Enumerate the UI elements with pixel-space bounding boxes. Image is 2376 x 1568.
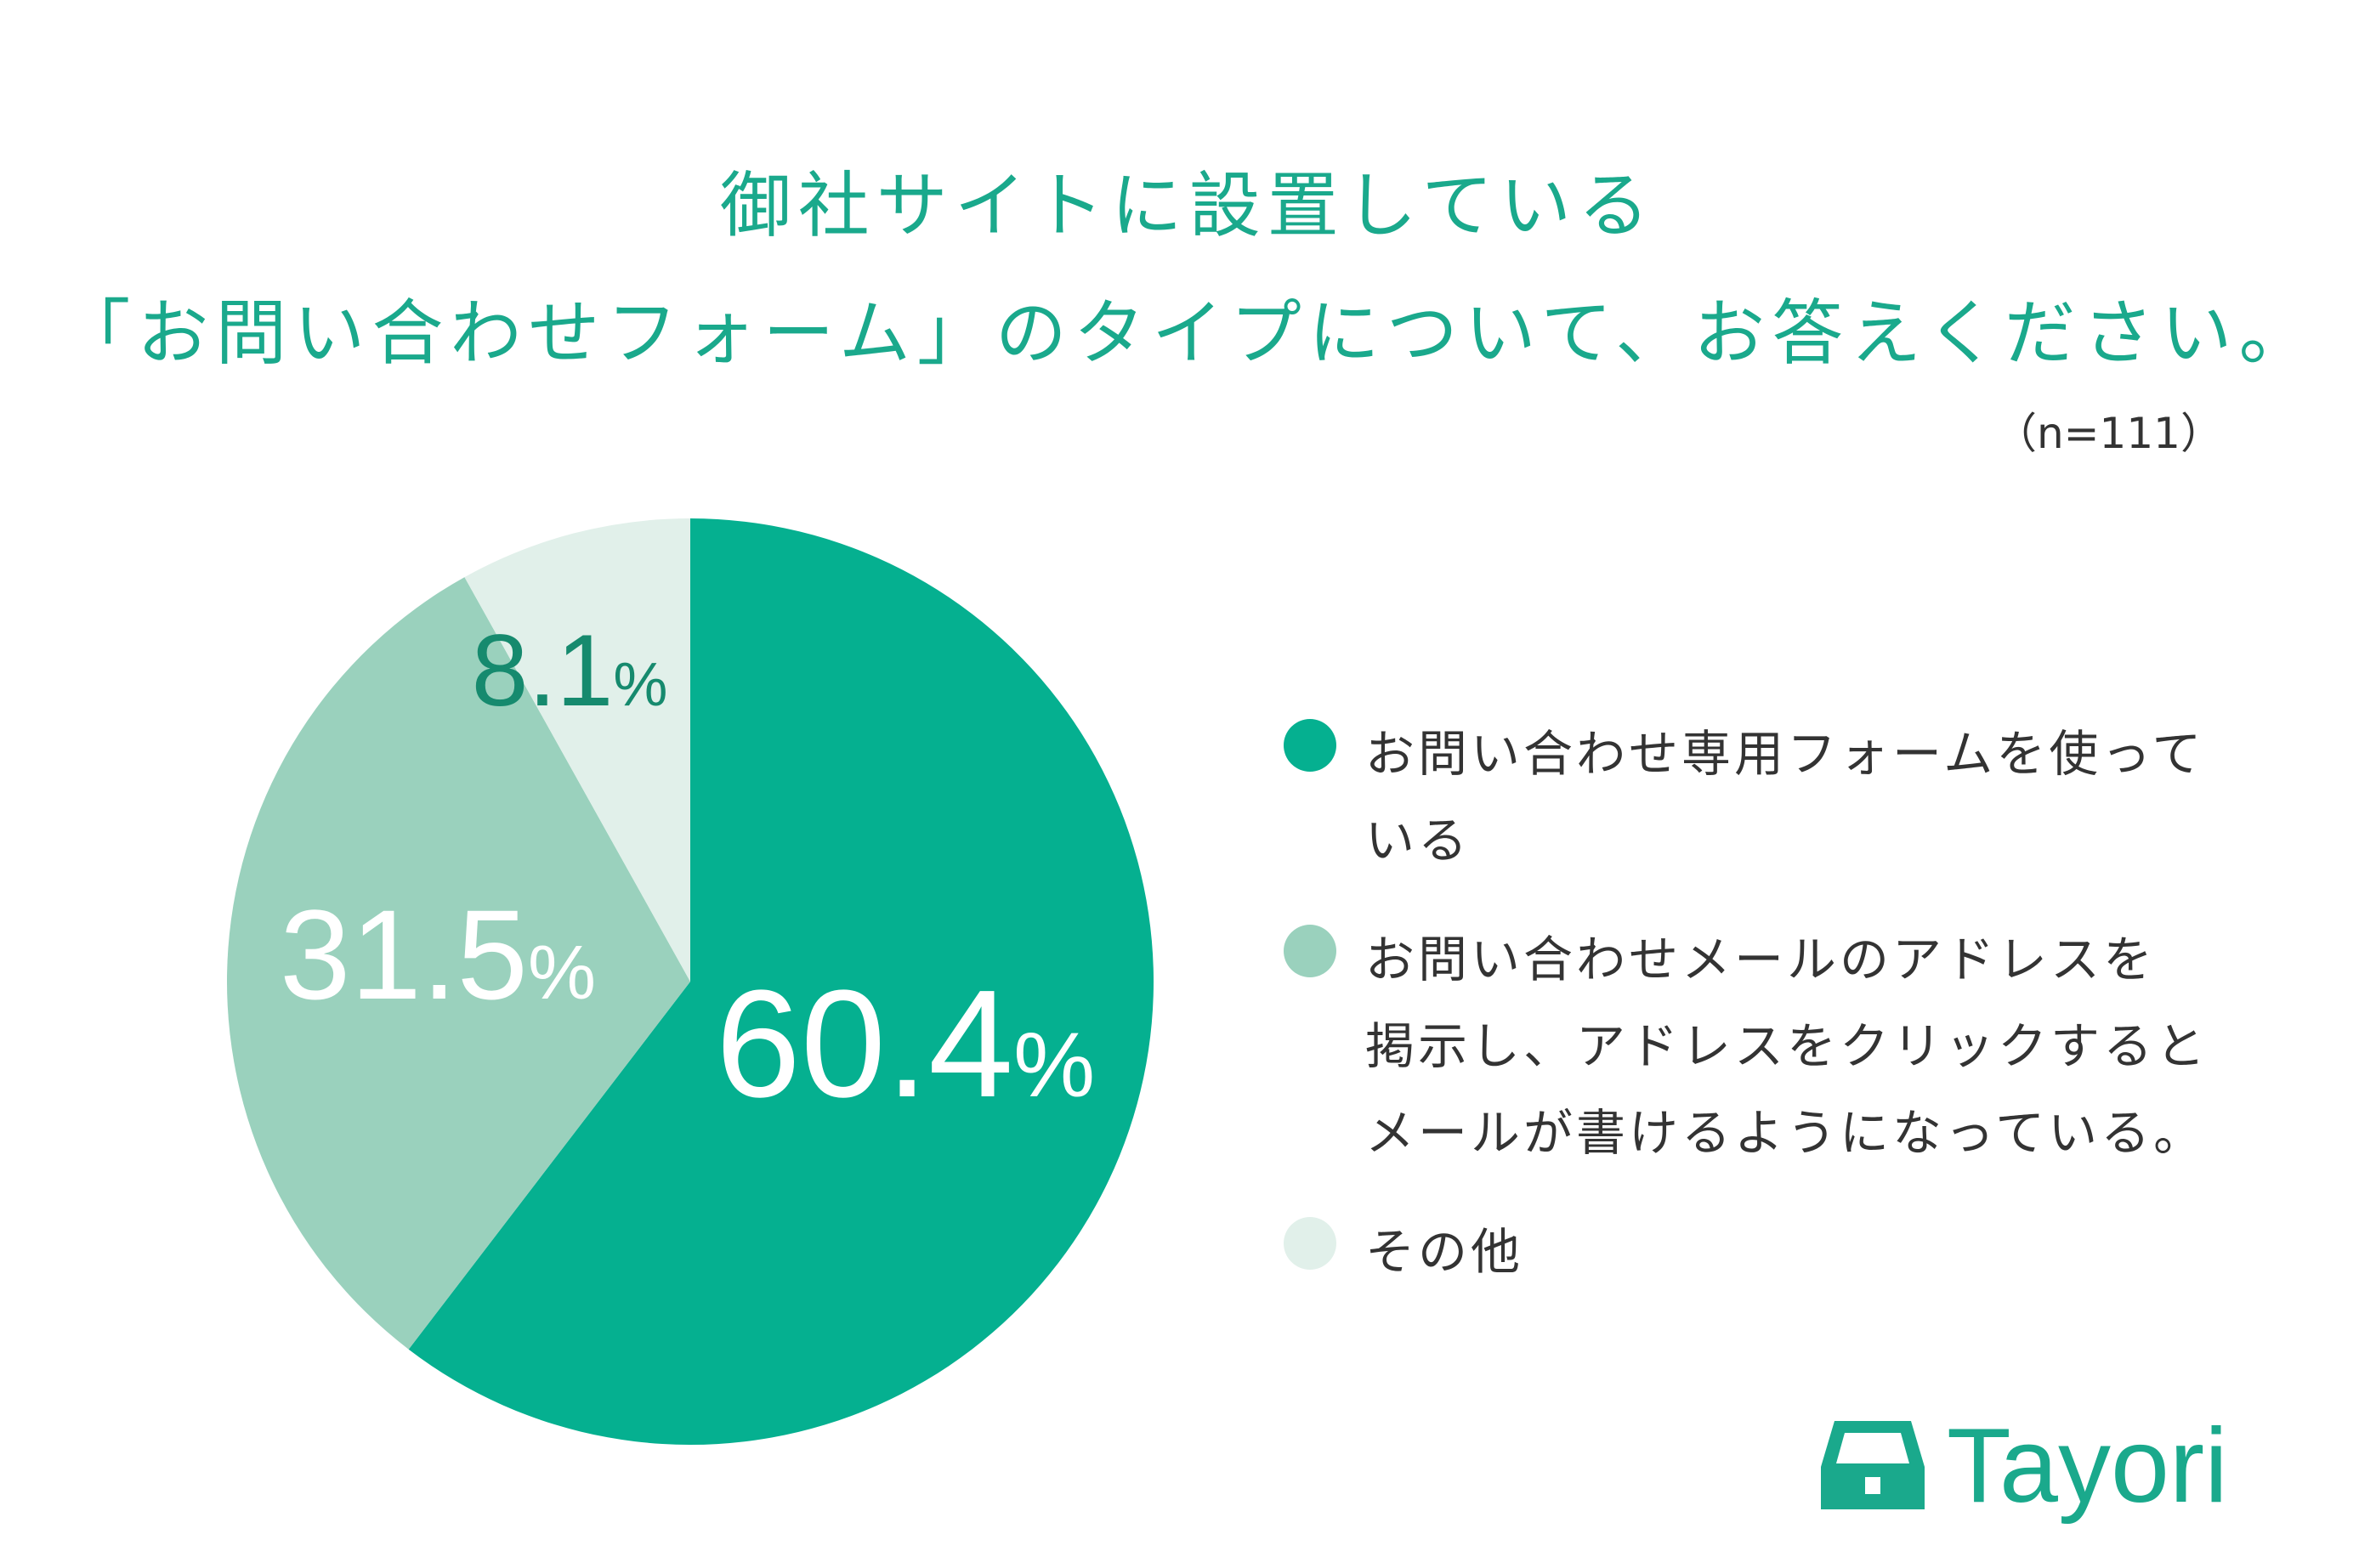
pie-slice	[464, 518, 690, 982]
legend-item-form: お問い合わせ専用フォームを使って いる	[1284, 710, 2244, 884]
pie-slice	[226, 577, 690, 1350]
chart-title-line2: 「お問い合わせフォーム」のタイプについて、お答えください。	[59, 292, 2317, 375]
legend-swatch	[1284, 1217, 1336, 1270]
legend-swatch	[1284, 719, 1336, 772]
pie-slice	[408, 518, 1154, 1445]
legend-item-email: お問い合わせメールのアドレスを 掲示し、アドレスをクリックすると メールが書けるよう…	[1284, 916, 2244, 1176]
slice-value-label: 8.1%	[472, 614, 668, 727]
legend-item-other: その他	[1284, 1209, 2244, 1295]
legend: お問い合わせ専用フォームを使って いる お問い合わせメールのアドレスを 掲示し、アド…	[1284, 719, 2244, 1339]
brand-name: Tayori	[1947, 1407, 2228, 1525]
brand-logo: Tayori	[1819, 1411, 2244, 1521]
chart-title-line1: 御社サイトに設置している	[719, 164, 1657, 247]
legend-label: お問い合わせ専用フォームを使って いる	[1365, 725, 2205, 869]
inbox-tray-icon	[1821, 1421, 1925, 1509]
legend-label: その他	[1365, 1223, 1524, 1281]
legend-swatch	[1284, 925, 1336, 977]
sample-size: （n=111）	[1993, 409, 2223, 458]
legend-label: お問い合わせメールのアドレスを 掲示し、アドレスをクリックすると メールが書けるよう…	[1365, 931, 2209, 1162]
slice-value-label: 31.5%	[280, 883, 596, 1026]
slice-value-label: 60.4%	[716, 959, 1095, 1129]
